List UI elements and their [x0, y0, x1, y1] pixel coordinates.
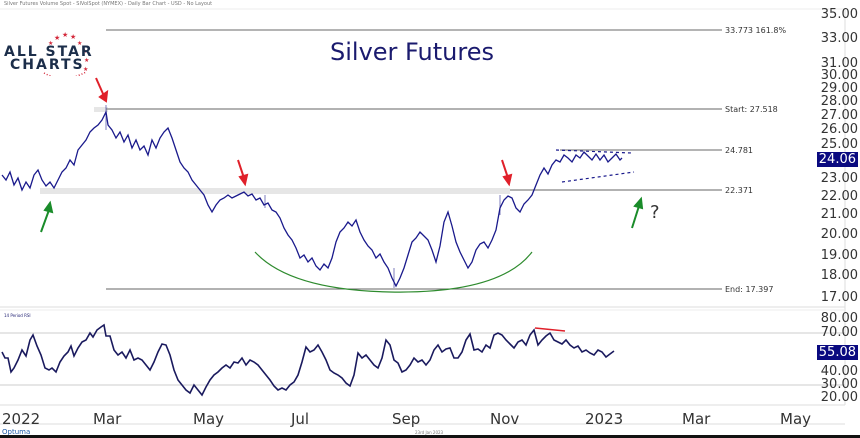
end-label: End: 17.397 [725, 285, 774, 294]
start-label: Start: 27.518 [725, 105, 778, 114]
price-tick: 22.00 [820, 189, 858, 204]
optuma-logo: Optuma [2, 428, 31, 436]
rsi-series [1, 323, 615, 397]
x-tick: Jul [291, 410, 310, 428]
svg-text:★: ★ [54, 34, 60, 42]
svg-text:★: ★ [77, 40, 82, 47]
rsi-tick: 30.00 [820, 377, 858, 392]
svg-text:★: ★ [62, 31, 68, 39]
star-ring-icon: ★ ★ ★★ ★★ ★★ [43, 31, 89, 76]
question-mark: ? [650, 202, 660, 223]
support-zone [40, 188, 510, 194]
bottom-border [0, 435, 860, 438]
svg-text:★: ★ [84, 57, 89, 64]
price-tick: 25.00 [820, 137, 858, 152]
current-price-box: 24.06 [816, 152, 858, 167]
svg-text:★: ★ [83, 66, 88, 73]
red-arrow-icon [95, 77, 513, 187]
price-tick: 31.00 [820, 56, 858, 71]
price-tick: 21.00 [820, 207, 858, 222]
triangle-top [555, 149, 633, 154]
price-tick: 18.00 [820, 268, 858, 283]
x-tick: 2022 [2, 410, 41, 428]
rsi-tick: 80.00 [820, 311, 858, 326]
x-tick: Sep [392, 410, 421, 428]
price-tick: 30.00 [820, 68, 858, 83]
price-tick: 23.00 [820, 171, 858, 186]
price-series [1, 109, 623, 288]
price-tick: 27.00 [820, 108, 858, 123]
x-tick: May [780, 410, 812, 428]
rsi-divergence-line [534, 327, 566, 332]
price-tick: 29.00 [820, 81, 858, 96]
price-tick: 28.00 [820, 94, 858, 109]
support-label: 22.371 [725, 186, 753, 195]
chart-subtitle: Silver Futures Volume Spot - SIVolSpot (… [4, 1, 213, 7]
price-tick: 33.00 [820, 31, 858, 46]
green-arrow-icon [40, 196, 644, 233]
x-tick: Nov [490, 410, 520, 428]
x-tick: Mar [682, 410, 711, 428]
svg-text:★: ★ [82, 48, 87, 55]
svg-text:★: ★ [48, 40, 53, 47]
logo-line1: ALL STAR [4, 44, 94, 60]
resistance-label: 24.781 [725, 146, 753, 155]
x-tick: May [193, 410, 225, 428]
all-star-charts-logo: ★ ★ ★ ★ ★ ★ ★ ★ ALL STAR CHARTS [4, 31, 94, 86]
footer-date: 23rd Jan 2023 [415, 430, 444, 435]
rounding-bottom-arc [254, 251, 533, 293]
chart-title: Silver Futures [330, 38, 494, 66]
price-tick: 20.00 [820, 227, 858, 242]
logo-line2: CHARTS [10, 57, 85, 73]
price-tick: 19.00 [820, 248, 858, 263]
fib-label: 33.773 161.8% [725, 26, 787, 35]
triangle-bottom [561, 171, 635, 183]
rsi-tick: 40.00 [820, 364, 858, 379]
rsi-tick: 20.00 [820, 390, 858, 405]
current-rsi-box: 55.08 [816, 345, 858, 360]
x-tick: Mar [93, 410, 122, 428]
price-tick: 35.00 [820, 7, 858, 22]
price-tick: 17.00 [820, 290, 858, 305]
rsi-tick: 70.00 [820, 325, 858, 340]
price-tick: 26.00 [820, 122, 858, 137]
rsi-label: 14 Period RSI [4, 313, 31, 318]
x-tick: 2023 [585, 410, 624, 428]
svg-text:★: ★ [70, 33, 76, 41]
